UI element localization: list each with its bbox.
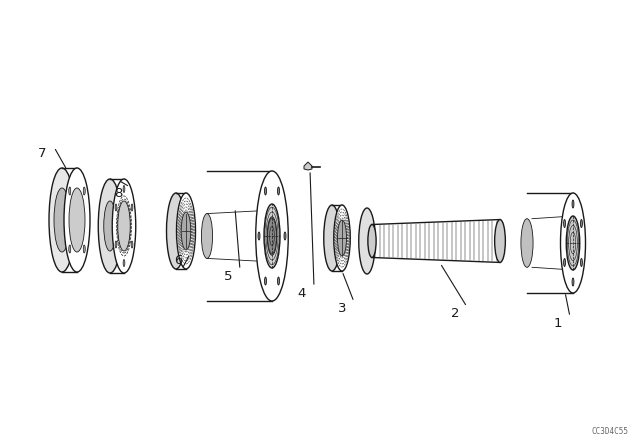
Ellipse shape: [284, 232, 286, 240]
Ellipse shape: [99, 179, 122, 273]
Ellipse shape: [202, 214, 212, 258]
Ellipse shape: [115, 241, 117, 248]
Text: 3: 3: [338, 302, 346, 314]
Ellipse shape: [131, 241, 133, 248]
Ellipse shape: [104, 201, 116, 251]
Ellipse shape: [333, 205, 350, 271]
Ellipse shape: [123, 185, 125, 193]
Text: 4: 4: [298, 287, 306, 300]
Ellipse shape: [572, 278, 574, 286]
Ellipse shape: [580, 220, 582, 228]
Ellipse shape: [337, 220, 346, 256]
Ellipse shape: [115, 204, 117, 211]
Ellipse shape: [264, 204, 280, 268]
Text: 2: 2: [451, 306, 460, 319]
Ellipse shape: [112, 179, 136, 273]
Ellipse shape: [64, 168, 90, 272]
Ellipse shape: [278, 277, 280, 285]
Ellipse shape: [368, 224, 376, 258]
Ellipse shape: [561, 193, 586, 293]
Ellipse shape: [83, 187, 85, 195]
Ellipse shape: [181, 212, 191, 250]
Ellipse shape: [566, 216, 580, 270]
Ellipse shape: [359, 208, 375, 274]
Ellipse shape: [131, 204, 133, 211]
Ellipse shape: [256, 171, 288, 301]
Ellipse shape: [166, 193, 186, 269]
Ellipse shape: [264, 277, 266, 285]
Ellipse shape: [564, 258, 566, 267]
Ellipse shape: [49, 168, 75, 272]
Ellipse shape: [324, 205, 340, 271]
Ellipse shape: [68, 245, 71, 253]
Ellipse shape: [564, 220, 566, 228]
Ellipse shape: [495, 220, 506, 263]
Text: 5: 5: [224, 270, 232, 283]
Ellipse shape: [268, 217, 277, 255]
Ellipse shape: [258, 232, 260, 240]
Ellipse shape: [264, 187, 266, 195]
Ellipse shape: [572, 200, 574, 208]
Ellipse shape: [69, 188, 85, 252]
Ellipse shape: [521, 219, 533, 267]
Text: 8: 8: [114, 186, 122, 199]
Polygon shape: [304, 162, 312, 170]
Text: 1: 1: [554, 316, 563, 329]
Ellipse shape: [83, 245, 85, 253]
Text: 6: 6: [174, 254, 182, 267]
Ellipse shape: [68, 187, 71, 195]
Text: CC3D4C55: CC3D4C55: [591, 427, 628, 436]
Ellipse shape: [580, 258, 582, 267]
Ellipse shape: [54, 188, 70, 252]
Ellipse shape: [123, 259, 125, 267]
Text: 7: 7: [38, 146, 46, 159]
Ellipse shape: [177, 193, 195, 269]
Ellipse shape: [118, 201, 131, 251]
Ellipse shape: [278, 187, 280, 195]
